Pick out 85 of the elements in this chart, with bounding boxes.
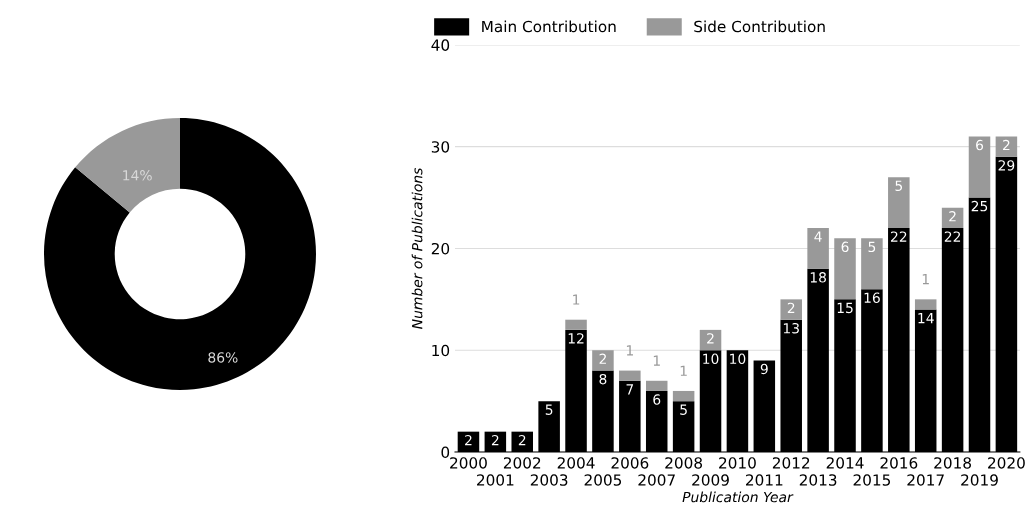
data-label: 4 — [814, 231, 822, 242]
legend-label: Main Contribution — [482, 20, 616, 33]
bar — [780, 299, 802, 320]
x-tick-label: 2019 — [961, 474, 998, 486]
data-label: 13 — [783, 323, 799, 334]
bar — [995, 136, 1018, 157]
data-label: 14% — [123, 170, 152, 181]
bar — [861, 238, 883, 290]
y-tick-label: 40 — [431, 39, 450, 51]
bar — [645, 380, 668, 391]
data-label: 2 — [949, 211, 956, 222]
legend-label: Side Contribution — [694, 20, 825, 33]
data-label: 7 — [626, 384, 634, 395]
data-label: 10 — [703, 353, 719, 365]
data-label: 6 — [653, 394, 661, 405]
y-tick-label: 10 — [432, 344, 450, 357]
data-label: 2 — [707, 333, 714, 344]
x-tick-label: 2015 — [853, 474, 891, 486]
data-label: 22 — [944, 231, 961, 242]
donut-slice — [44, 118, 316, 390]
x-tick-label: 2012 — [772, 457, 810, 469]
data-label: 8 — [599, 373, 607, 385]
x-tick-label: 2002 — [503, 457, 541, 469]
bar — [807, 228, 829, 269]
data-label: 12 — [568, 333, 584, 344]
data-label: 5 — [895, 180, 903, 192]
data-label: 1 — [573, 294, 580, 305]
x-tick-label: 2004 — [557, 457, 595, 469]
data-label: 6 — [976, 139, 984, 151]
x-tick-label: 2010 — [719, 457, 756, 469]
y-tick-label: 0 — [441, 446, 450, 459]
bar — [914, 299, 937, 310]
data-label: 6 — [841, 241, 849, 253]
data-label: 16 — [864, 292, 880, 303]
data-label: 10 — [730, 353, 746, 365]
bar — [888, 177, 910, 229]
data-label: 29 — [998, 160, 1015, 171]
data-label: 2 — [518, 434, 526, 446]
data-label: 2 — [1003, 139, 1010, 151]
donut-slice — [75, 118, 180, 213]
y-tick-label: 30 — [431, 141, 450, 153]
x-tick-label: 2003 — [530, 474, 568, 486]
data-label: 5 — [868, 241, 876, 253]
data-label: 5 — [680, 404, 687, 415]
x-tick-label: 2001 — [477, 474, 514, 486]
data-label: 1 — [680, 365, 687, 376]
bar — [619, 370, 641, 381]
data-label: 9 — [760, 363, 768, 375]
data-label: 18 — [810, 272, 826, 283]
data-label: 5 — [545, 404, 553, 415]
data-label: 1 — [653, 355, 660, 366]
bar — [941, 207, 964, 229]
x-tick-label: 2018 — [934, 457, 971, 469]
data-label: 1 — [922, 274, 929, 285]
data-label: 14 — [918, 313, 934, 324]
bar — [699, 329, 722, 351]
x-tick-label: 2017 — [907, 474, 944, 486]
y-axis-title: Number of Publications — [411, 167, 423, 329]
x-axis-title: Publication Year — [682, 491, 794, 503]
bar — [565, 319, 587, 330]
data-label: 2 — [599, 353, 606, 364]
bar — [592, 350, 614, 371]
x-tick-label: 2009 — [692, 474, 729, 486]
data-label: 15 — [837, 302, 853, 314]
bar — [834, 238, 856, 300]
y-tick-label: 20 — [431, 242, 450, 255]
data-label: 86% — [208, 352, 238, 363]
data-label: 2 — [465, 434, 472, 446]
bar — [968, 136, 991, 198]
bar — [672, 390, 695, 402]
x-tick-label: 2008 — [665, 457, 703, 469]
x-tick-label: 2007 — [638, 474, 675, 486]
x-tick-label: 2013 — [799, 474, 837, 486]
x-tick-label: 2000 — [450, 457, 487, 469]
data-label: 2 — [787, 302, 795, 313]
x-tick-label: 2020 — [988, 457, 1025, 469]
x-tick-label: 2011 — [746, 474, 783, 486]
data-label: 2 — [491, 434, 499, 446]
data-label: 1 — [626, 345, 633, 356]
data-label: 25 — [971, 200, 988, 212]
x-tick-label: 2005 — [584, 474, 622, 486]
x-tick-label: 2006 — [611, 457, 649, 469]
x-tick-label: 2016 — [880, 457, 918, 469]
data-label: 22 — [890, 231, 907, 242]
x-tick-label: 2014 — [826, 457, 864, 469]
